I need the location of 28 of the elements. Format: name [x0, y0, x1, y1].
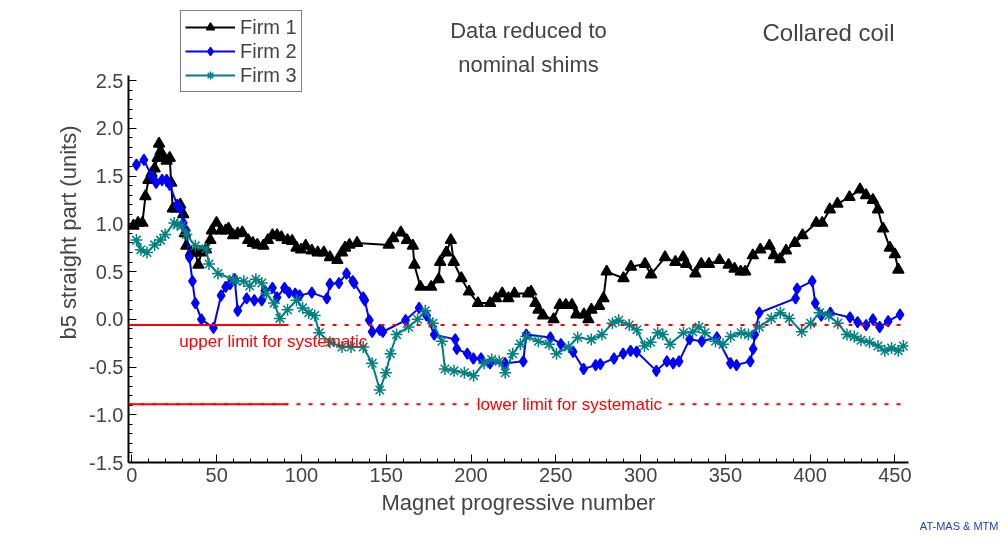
ref-line-label: lower limit for systematic: [476, 394, 663, 414]
x-tick-label: 150: [369, 463, 403, 486]
chart-title: Collared coil: [762, 19, 895, 46]
x-tick-label: 0: [126, 463, 138, 486]
y-tick-label: 0.5: [95, 260, 124, 283]
y-tick-label: 0.0: [95, 308, 124, 331]
y-tick-label: 2.5: [95, 69, 124, 92]
legend-label: Firm 3: [240, 63, 297, 87]
x-tick-label: 200: [454, 463, 488, 486]
x-tick-label: 350: [708, 463, 743, 486]
x-tick-label: 100: [284, 463, 319, 486]
y-axis-title: b5 straight part (units): [56, 125, 82, 340]
y-tick-label: -0.5: [89, 356, 124, 379]
legend-label: Firm 1: [240, 15, 297, 39]
x-tick-label: 400: [793, 463, 827, 486]
x-tick-label: 250: [539, 463, 573, 486]
x-tick-label: 50: [205, 463, 228, 486]
legend-label: Firm 2: [240, 39, 297, 63]
x-tick-label: 450: [878, 463, 912, 486]
y-tick-label: -1.5: [89, 451, 124, 474]
y-tick-label: -1.0: [89, 403, 124, 426]
x-axis-title: Magnet progressive number: [381, 489, 656, 515]
y-tick-label: 2.0: [95, 117, 124, 140]
x-tick-label: 300: [623, 463, 658, 486]
chart-subtitle: Data reduced to nominal shims: [450, 18, 607, 77]
y-tick-label: 1.5: [95, 165, 124, 188]
y-tick-label: 1.0: [95, 212, 124, 235]
text: AT-MAS & MTM: [919, 519, 999, 532]
